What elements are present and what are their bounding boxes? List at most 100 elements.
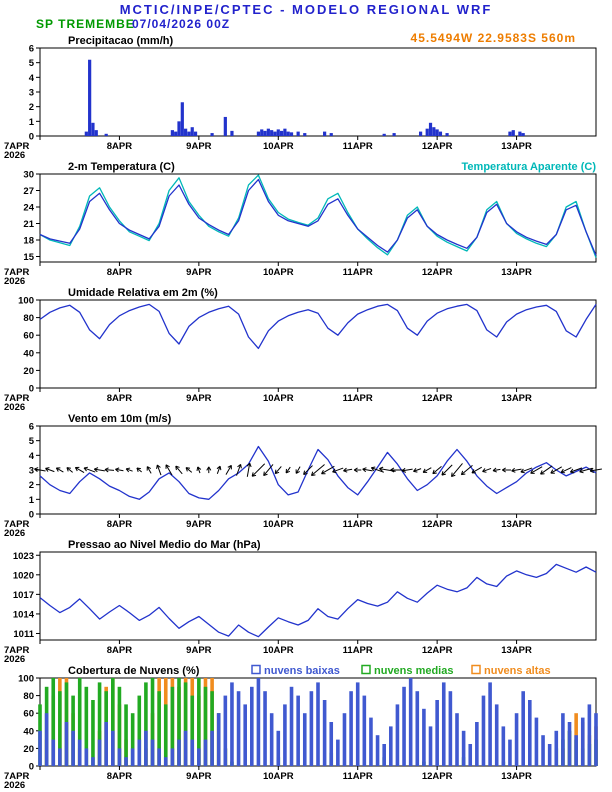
- y-axis: 0 1 2 3 4 5 6: [29, 44, 40, 143]
- x-tick-label: 9APR: [186, 771, 211, 782]
- legend-swatch-icon: [361, 664, 371, 675]
- x-tick-label: 9APR: [186, 141, 211, 152]
- y-tick-label: 1023: [13, 551, 34, 562]
- y-tick-label: 5: [29, 58, 35, 69]
- y-tick-label: 3: [29, 88, 34, 99]
- x-tick-label: 10APR: [263, 141, 294, 152]
- x-tick-label: 11APR: [343, 645, 373, 656]
- secondary-series-label: Temperatura Aparente (C): [462, 161, 597, 173]
- legend-label: nuvens baixas: [264, 665, 340, 677]
- y-tick-label: 24: [23, 203, 34, 214]
- panels-container: Precipitacao (mm/h) 0 1 2 3 4 5 6 7APR 2026 8APR 9A…: [0, 32, 612, 788]
- x-tick-label: 12APR: [422, 645, 453, 656]
- legend-swatch-icon: [251, 664, 261, 675]
- x-tick-label: 13APR: [501, 393, 532, 404]
- y-tick-label: 1011: [13, 629, 34, 640]
- x-year-label: 2026: [4, 654, 25, 662]
- y-axis: 0 20 40 60 80 100: [18, 674, 40, 773]
- x-tick-label: 8APR: [107, 771, 132, 782]
- panel-title-cloud-cover: Cobertura de Nuvens (%): [68, 665, 200, 677]
- x-tick-label: 9APR: [186, 519, 211, 530]
- wind-arrows: [34, 462, 602, 478]
- panel-title-precipitation: Precipitacao (mm/h): [68, 35, 173, 47]
- y-tick-label: 60: [23, 709, 34, 720]
- x-tick-label: 9APR: [186, 393, 211, 404]
- x-year-label: 2026: [4, 276, 25, 284]
- legend-swatch-icon: [471, 664, 481, 675]
- x-tick-label: 10APR: [263, 393, 294, 404]
- series-line-2-m-temperatura-c-: [39, 178, 597, 256]
- y-tick-label: 4: [29, 451, 35, 462]
- x-tick-label: 13APR: [501, 141, 532, 152]
- x-tick-label: 11APR: [343, 771, 373, 782]
- y-axis: 0 20 40 60 80 100: [18, 296, 40, 395]
- y-axis: 15 18 21 24 27 30: [23, 170, 40, 263]
- y-tick-label: 6: [29, 422, 34, 433]
- y-axis: 0 1 2 3 4 5 6: [29, 422, 40, 521]
- series-line-pressao-ao-nivel-medio-do-mar: [39, 563, 597, 638]
- y-tick-label: 20: [23, 366, 34, 377]
- x-tick-label: 9APR: [186, 267, 211, 278]
- y-tick-label: 2: [29, 480, 34, 491]
- x-tick-label: 13APR: [501, 645, 532, 656]
- x-tick-label: 8APR: [107, 645, 132, 656]
- y-tick-label: 3: [29, 466, 34, 477]
- x-year-label: 2026: [4, 402, 25, 410]
- x-tick-label: 7APR: [4, 393, 29, 404]
- x-tick-label: 8APR: [107, 393, 132, 404]
- x-tick-label: 13APR: [501, 519, 532, 530]
- cloud-bars-nuvens-baixas: [38, 678, 598, 766]
- y-tick-label: 21: [23, 219, 34, 230]
- x-tick-label: 12APR: [422, 141, 453, 152]
- x-tick-label: 13APR: [501, 771, 532, 782]
- y-tick-label: 1014: [13, 609, 35, 620]
- y-tick-label: 60: [23, 331, 34, 342]
- x-tick-label: 11APR: [343, 141, 373, 152]
- x-tick-label: 8APR: [107, 267, 132, 278]
- x-year-label: 2026: [4, 528, 25, 536]
- panel-title-temperature-2m: 2-m Temperatura (C): [68, 161, 175, 173]
- x-tick-label: 12APR: [422, 267, 453, 278]
- x-tick-label: 7APR: [4, 267, 29, 278]
- panel-cloud-cover: Cobertura de Nuvens (%) nuvens baixas nuve…: [4, 664, 598, 788]
- y-tick-label: 0: [29, 132, 34, 143]
- station-coordinates: 45.5494W 22.9583S 560m: [410, 31, 576, 45]
- y-tick-label: 4: [29, 73, 35, 84]
- series-line-velocidade-do-vento-10m: [39, 445, 597, 500]
- y-tick-label: 30: [23, 170, 34, 181]
- y-tick-label: 18: [23, 236, 34, 247]
- x-tick-label: 12APR: [422, 771, 453, 782]
- plot-frame: [39, 47, 597, 137]
- y-tick-label: 15: [23, 252, 34, 263]
- y-tick-label: 40: [23, 726, 34, 737]
- panel-relative-humidity-2m: Umidade Relativa em 2m (%) 0 20 40 60 80 100 7A…: [4, 287, 597, 410]
- x-tick-label: 11APR: [343, 267, 373, 278]
- x-tick-label: 9APR: [186, 645, 211, 656]
- page-title: MCTIC/INPE/CPTEC - MODELO REGIONAL WRF: [119, 2, 493, 17]
- y-tick-label: 80: [23, 313, 34, 324]
- panel-temperature-2m: 2-m Temperatura (C) Temperatura Aparente …: [4, 161, 597, 284]
- y-tick-label: 80: [23, 691, 34, 702]
- x-tick-label: 13APR: [501, 267, 532, 278]
- precip-bars: [84, 59, 525, 136]
- y-tick-label: 6: [29, 44, 34, 55]
- y-tick-label: 1020: [13, 570, 34, 581]
- y-tick-label: 1017: [13, 590, 34, 601]
- panel-title-mslp: Pressao ao Nivel Medio do Mar (hPa): [68, 539, 261, 551]
- y-tick-label: 1: [29, 117, 35, 128]
- x-tick-label: 12APR: [422, 393, 453, 404]
- x-tick-label: 11APR: [343, 519, 373, 530]
- x-tick-label: 8APR: [107, 141, 132, 152]
- legend-label: nuvens medias: [374, 665, 453, 677]
- y-tick-label: 20: [23, 744, 34, 755]
- model-run-datetime: 07/04/2026 00Z: [132, 17, 231, 31]
- x-year-label: 2026: [4, 780, 25, 788]
- y-tick-label: 0: [29, 762, 34, 773]
- y-tick-label: 100: [18, 674, 34, 685]
